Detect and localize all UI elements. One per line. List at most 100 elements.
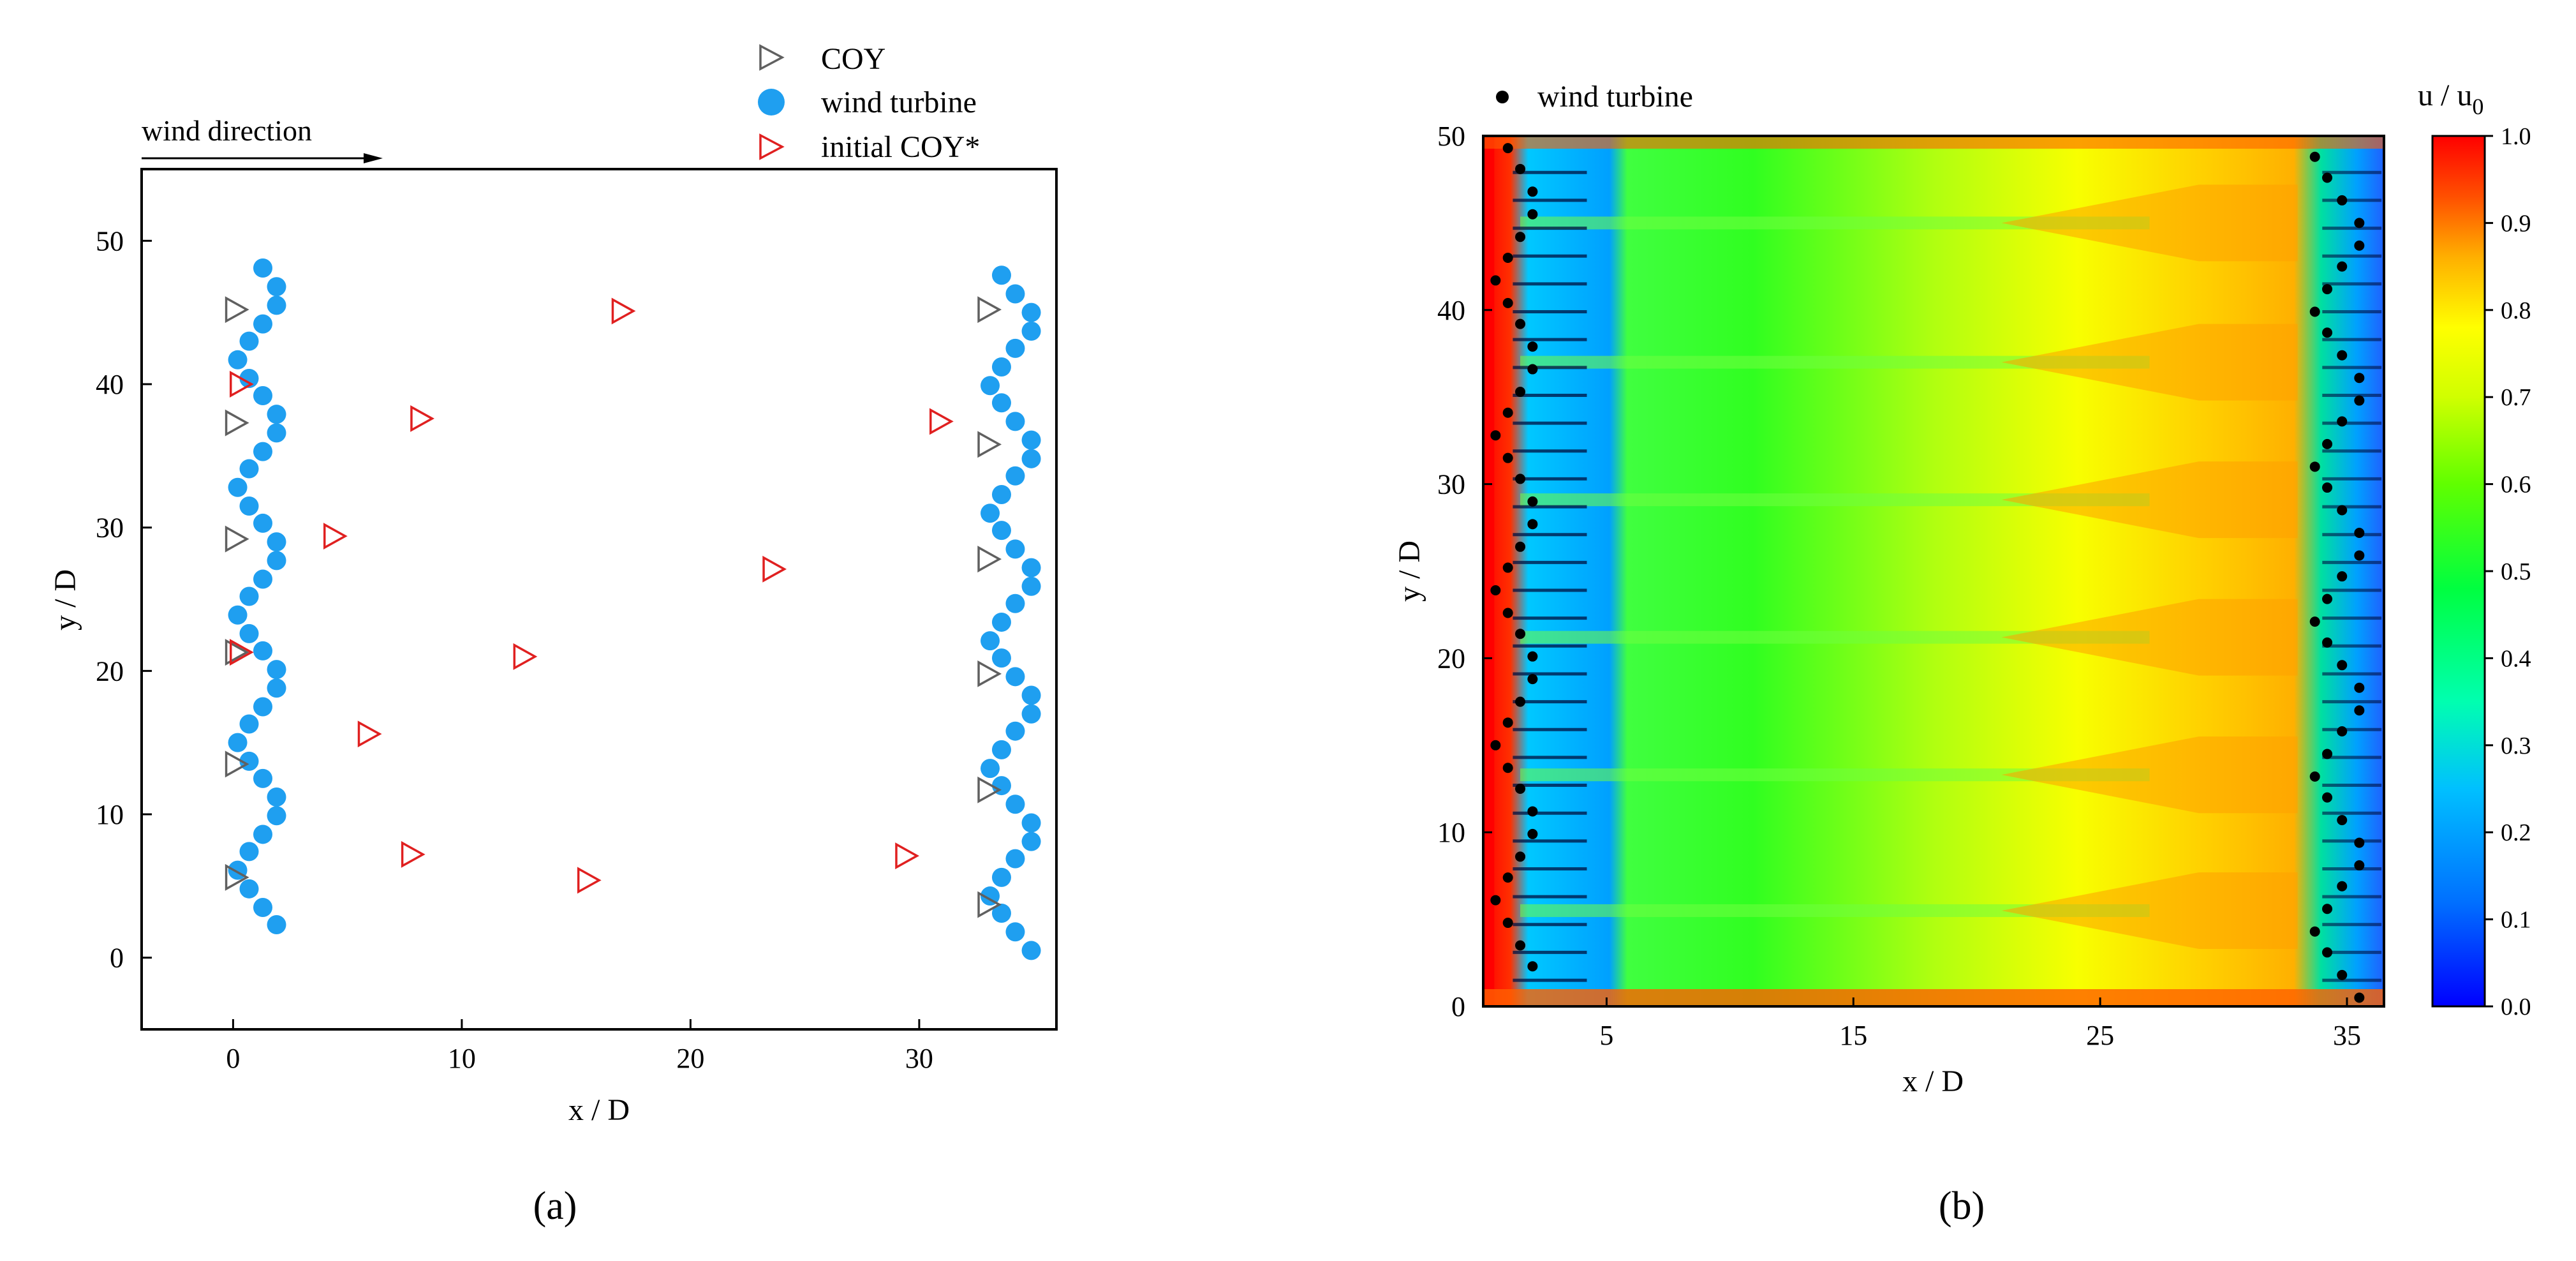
coy-point xyxy=(977,431,1002,458)
legend-wind-turbine-label: wind turbine xyxy=(821,86,977,119)
panel-b-ticks: 5 15 25 35 0 10 20 30 40 50 xyxy=(1437,121,2361,1051)
colorbar-tick-label: 0.2 xyxy=(2501,819,2531,846)
y-tick-label: 30 xyxy=(1437,469,1465,500)
initial-coy-point xyxy=(513,643,538,670)
wake-orange-lobe xyxy=(2001,599,2298,676)
wake-orange-lobe xyxy=(2001,736,2298,814)
legend-coy-label: COY xyxy=(821,42,885,76)
wind-turbine-point xyxy=(253,898,273,918)
wind-turbine-dot xyxy=(1527,186,1538,197)
wind-turbine-dot xyxy=(2322,749,2333,759)
y-tick-label: 40 xyxy=(1437,295,1465,326)
wind-turbine-dot xyxy=(2337,350,2348,361)
initial-coy-point xyxy=(611,297,636,325)
wake-gap-band xyxy=(1520,768,2150,782)
initial-coy-point xyxy=(401,840,426,868)
wind-turbine-point xyxy=(1021,558,1041,578)
wind-turbine-point xyxy=(1021,321,1041,341)
wind-turbine-point xyxy=(1021,704,1041,724)
wind-turbine-point xyxy=(1021,832,1041,851)
wind-turbine-dot xyxy=(2354,682,2365,693)
x-tick-label: 15 xyxy=(1839,1020,1867,1051)
wind-turbine-dot xyxy=(1502,452,1513,463)
legend-b-wind-turbine-marker xyxy=(1496,91,1509,103)
wind-turbine-point xyxy=(991,904,1011,923)
panel-a-ticks: 0 10 20 30 0 10 20 30 40 50 xyxy=(96,225,933,1074)
wind-turbine-point xyxy=(991,648,1011,668)
wind-turbine-point xyxy=(991,484,1011,504)
wind-turbine-point xyxy=(253,258,273,278)
coy-point xyxy=(225,525,249,553)
panel-b-caption: (b) xyxy=(1939,1184,1985,1228)
wind-turbine-dot xyxy=(1502,143,1513,154)
wind-turbine-dot xyxy=(2354,240,2365,251)
wind-turbine-point xyxy=(253,697,273,717)
wind-turbine-point xyxy=(267,405,286,424)
wind-turbine-point xyxy=(239,331,259,351)
wake-orange-lobe xyxy=(2001,324,2298,401)
wind-turbine-point xyxy=(267,551,286,571)
coy-point xyxy=(225,750,249,778)
wind-turbine-point xyxy=(1021,302,1041,322)
wind-turbine-point xyxy=(228,605,248,625)
wind-turbine-point xyxy=(1005,539,1025,559)
wind-turbine-dot xyxy=(1515,784,1526,794)
wind-turbine-point xyxy=(253,513,273,533)
coy-point xyxy=(225,863,249,891)
y-tick-label: 30 xyxy=(96,512,124,544)
wind-direction-label: wind direction xyxy=(142,114,312,147)
wind-turbine-point xyxy=(1005,667,1025,687)
wind-turbine-dot xyxy=(1515,318,1526,329)
wind-direction-arrow-head xyxy=(364,153,383,163)
wake-gap-band xyxy=(1520,904,2150,917)
wind-turbine-dot xyxy=(2322,947,2333,958)
colorbar-tick-label: 0.9 xyxy=(2501,210,2531,237)
wake-gap-band xyxy=(1520,216,2150,230)
wind-turbine-point xyxy=(1005,284,1025,304)
coy-point xyxy=(225,409,249,436)
wind-turbine-dot xyxy=(1502,562,1513,573)
legend-b-wind-turbine-label: wind turbine xyxy=(1537,80,1693,114)
coy-point xyxy=(225,639,249,666)
wind-turbine-point xyxy=(1005,338,1025,358)
legend-wind-turbine-marker xyxy=(758,89,785,116)
initial-coy-point xyxy=(230,639,254,666)
wind-turbine-point xyxy=(267,295,286,315)
wind-turbine-dot xyxy=(2354,373,2365,384)
wind-turbine-dot xyxy=(1502,608,1513,618)
panel-a-markers xyxy=(225,258,1041,960)
wind-turbine-point xyxy=(1005,412,1025,431)
wind-turbine-dot xyxy=(2322,637,2333,648)
panel-b-plot-frame xyxy=(1482,135,2385,1008)
colorbar: 0.0 0.1 0.2 0.3 0.4 0.5 0.6 0.7 0.8 0.9 1.0 u / u0 xyxy=(2418,78,2531,1020)
wind-turbine-point xyxy=(981,631,1000,651)
wind-turbine-point xyxy=(253,385,273,405)
initial-coy-point xyxy=(323,523,348,550)
coy-point xyxy=(225,296,249,324)
wind-turbine-dot xyxy=(1502,717,1513,728)
wind-turbine-dot xyxy=(1527,651,1538,662)
wind-turbine-point xyxy=(239,623,259,643)
wind-turbine-point xyxy=(991,357,1011,377)
wind-turbine-point xyxy=(267,914,286,934)
y-tick-label: 10 xyxy=(1437,817,1465,848)
initial-coy-point xyxy=(357,720,382,748)
velocity-field xyxy=(1483,136,2384,1006)
wind-turbine-dot xyxy=(1515,629,1526,639)
wind-turbine-point xyxy=(267,277,286,297)
wind-turbine-point xyxy=(981,504,1000,523)
wind-turbine-dot xyxy=(2322,172,2333,183)
x-tick-label: 10 xyxy=(448,1043,476,1074)
bottom-edge-band xyxy=(1483,989,2384,1006)
wind-turbine-point xyxy=(228,350,248,369)
colorbar-tick-label: 0.6 xyxy=(2501,472,2531,498)
panel-b-turbines xyxy=(1490,143,2365,1003)
coy-point xyxy=(977,296,1002,324)
wind-turbine-dot xyxy=(2354,527,2365,538)
wind-turbine-dot xyxy=(2337,969,2348,980)
colorbar-tick-label: 0.8 xyxy=(2501,297,2531,324)
wind-turbine-point xyxy=(1005,922,1025,942)
wind-turbine-point xyxy=(253,442,273,461)
inflow-red-zone xyxy=(1483,136,1495,1006)
